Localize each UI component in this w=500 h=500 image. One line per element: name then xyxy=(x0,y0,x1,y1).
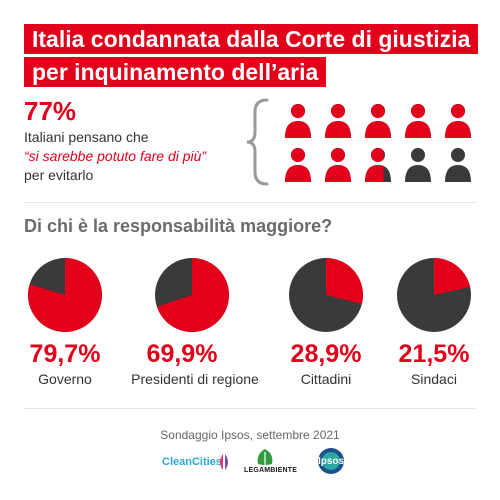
stat-line-1: Italiani pensano che xyxy=(24,129,149,145)
pie-charts xyxy=(28,258,471,332)
person-icon xyxy=(405,104,431,138)
pie-label-sindaci: Sindaci xyxy=(411,371,457,387)
legambiente-logo: LEGAMBIENTE xyxy=(244,467,298,474)
pie-value-slice xyxy=(156,258,229,332)
people-icon-grid xyxy=(285,104,471,182)
pie-0 xyxy=(28,258,103,332)
pie-value-slice xyxy=(326,258,363,304)
divider xyxy=(24,202,476,203)
title-line-2: per inquinamento dell’aria xyxy=(24,57,327,87)
pie-label-cittadini: Cittadini xyxy=(300,371,352,387)
ipsos-logo-icon xyxy=(318,448,344,474)
pie-value-cittadini: 28,9% xyxy=(290,340,362,368)
pie-value-sindaci: 21,5% xyxy=(398,340,470,368)
person-icon xyxy=(365,104,391,138)
person-icon xyxy=(445,148,471,182)
pie-value-slice xyxy=(434,258,471,295)
pie-value-governo: 79,7% xyxy=(29,340,101,368)
pie-2 xyxy=(289,258,363,332)
ipsos-logo: Ipsos xyxy=(317,456,345,467)
stat-description: Italiani pensano che “si sarebbe potuto … xyxy=(24,128,206,185)
stat-quote: “si sarebbe potuto fare di più” xyxy=(24,148,207,164)
person-icon xyxy=(325,148,351,182)
person-icon xyxy=(445,104,471,138)
pie-1 xyxy=(155,258,229,332)
person-icon xyxy=(365,148,391,182)
legambiente-leaf-icon xyxy=(257,449,273,465)
pie-label-governo: Governo xyxy=(38,371,92,387)
source-note: Sondaggio Ipsos, settembre 2021 xyxy=(160,428,340,442)
stat-percentage: 77% xyxy=(24,96,77,126)
divider xyxy=(24,408,476,409)
pie-value-presidenti: 69,9% xyxy=(146,340,218,368)
pie-value-slice xyxy=(28,258,103,332)
pie-label-presidenti: Presidenti di regione xyxy=(131,371,259,387)
stat-line-3: per evitarlo xyxy=(24,167,94,183)
person-icon xyxy=(285,148,311,182)
person-icon xyxy=(285,104,311,138)
section-question: Di chi è la responsabilità maggiore? xyxy=(24,216,333,236)
cleancities-mark-icon xyxy=(220,454,228,470)
pie-3 xyxy=(397,258,471,332)
person-icon xyxy=(325,104,351,138)
person-icon xyxy=(405,148,431,182)
cleancities-logo: CleanCities xyxy=(162,456,222,468)
brace-icon xyxy=(246,98,269,186)
title-line-1: Italia condannata dalla Corte di giustiz… xyxy=(24,24,479,54)
